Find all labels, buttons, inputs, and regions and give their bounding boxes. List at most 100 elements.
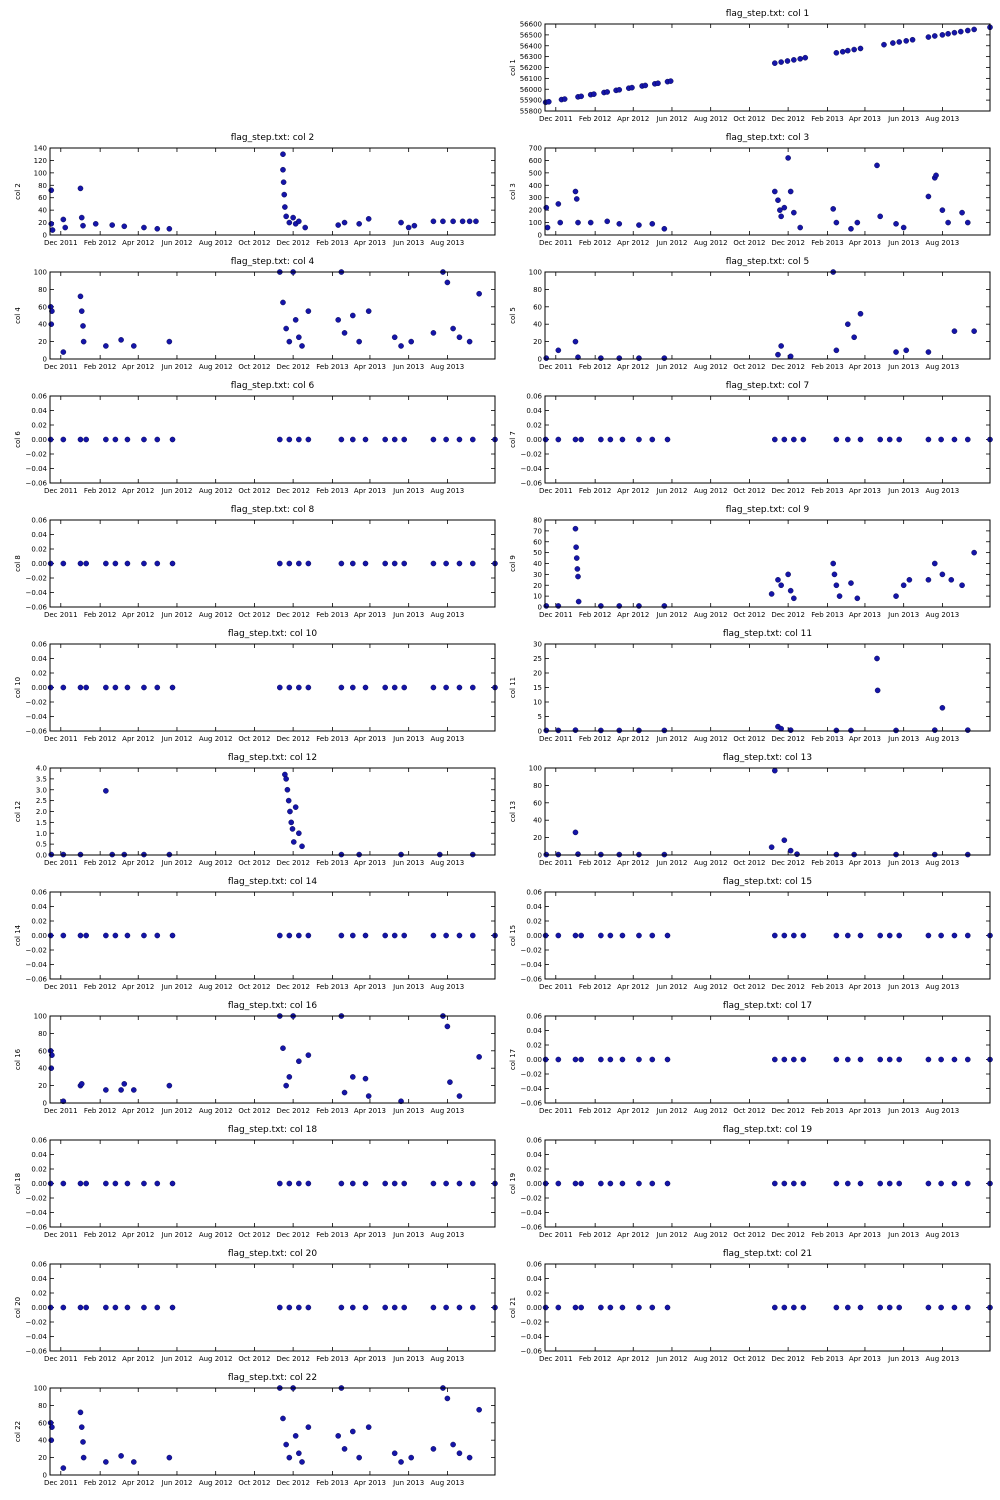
x-tick-label: Apr 2013: [354, 983, 386, 991]
x-tick-label: Apr 2012: [122, 1231, 154, 1239]
x-tick-label: Aug 2013: [926, 859, 960, 867]
data-point: [443, 684, 449, 691]
data-point: [277, 1180, 283, 1187]
data-point: [277, 560, 283, 567]
data-point: [787, 188, 794, 195]
y-tick-label: 55900: [520, 97, 542, 105]
plot-frame: [544, 1015, 991, 1104]
data-point: [661, 225, 668, 232]
data-point: [365, 1093, 372, 1099]
data-point: [598, 932, 604, 939]
x-tick-label: Feb 2013: [811, 239, 843, 247]
data-point: [335, 222, 342, 228]
y-tick-label: 3.5: [36, 775, 47, 783]
data-point: [616, 86, 623, 93]
data-point: [661, 727, 668, 734]
data-point: [857, 1180, 864, 1187]
x-tick-label: Oct 2012: [733, 859, 765, 867]
data-point: [341, 1446, 348, 1452]
data-point: [60, 349, 67, 355]
plot-frame: [49, 1387, 496, 1476]
x-tick-label: Aug 2013: [431, 859, 465, 867]
chart-panel-c9: flag_step.txt: col 9 col 9 0 10 20 30 40 50 60 70…: [509, 505, 991, 619]
x-tick-label: Apr 2012: [617, 363, 649, 371]
x-tick-label: Jun 2013: [887, 115, 919, 123]
data-point: [391, 1304, 398, 1311]
data-point: [411, 222, 418, 229]
data-point: [661, 603, 668, 609]
y-tick-label: 0.04: [31, 655, 47, 663]
data-point: [831, 571, 838, 578]
y-axis-label: col 11: [509, 677, 517, 698]
data-point: [578, 1180, 584, 1187]
data-point: [886, 1180, 893, 1187]
data-point: [848, 225, 854, 232]
data-point: [382, 560, 388, 567]
x-tick-label: Oct 2012: [733, 487, 765, 495]
x-tick-label: Dec 2012: [276, 487, 310, 495]
data-point: [791, 595, 797, 602]
x-tick-label: Aug 2012: [694, 735, 728, 743]
data-point: [893, 221, 899, 227]
x-tick-label: Jun 2012: [160, 735, 192, 743]
y-tick-label: −0.02: [26, 1195, 47, 1203]
y-tick-label: 500: [529, 169, 542, 177]
x-tick-label: Jun 2013: [887, 363, 919, 371]
data-point: [572, 525, 579, 532]
data-point: [925, 436, 932, 443]
plot-frame: [544, 519, 991, 608]
data-point: [636, 355, 642, 361]
data-point: [430, 1180, 437, 1187]
x-tick-label: Feb 2012: [84, 1355, 116, 1363]
x-tick-label: Apr 2013: [354, 1107, 386, 1115]
y-tick-label: −0.04: [26, 465, 48, 473]
data-point: [83, 436, 89, 443]
data-point: [800, 932, 807, 939]
data-point: [636, 727, 642, 734]
data-point: [49, 1424, 55, 1430]
x-tick-label: Apr 2013: [354, 1231, 386, 1239]
data-point: [572, 188, 579, 195]
plot-frame: [544, 147, 991, 236]
chart-panel-c5: flag_step.txt: col 5 col 5 0 20 40 60 80 100 Dec…: [509, 257, 991, 371]
data-point: [598, 603, 604, 609]
chart-title: flag_step.txt: col 21: [723, 1249, 812, 1259]
chart-title: flag_step.txt: col 10: [228, 629, 318, 639]
data-point: [874, 162, 880, 169]
y-tick-label: 0.06: [31, 1261, 47, 1269]
data-point: [83, 1180, 89, 1187]
data-point: [857, 1304, 864, 1311]
y-tick-label: 1.5: [36, 819, 47, 827]
x-tick-label: Dec 2011: [44, 1231, 78, 1239]
data-point: [440, 218, 446, 225]
data-point: [830, 560, 837, 567]
x-tick-label: Feb 2013: [316, 487, 348, 495]
data-point: [578, 436, 584, 443]
y-tick-label: 60: [533, 799, 542, 807]
data-point: [280, 166, 286, 173]
x-tick-label: Aug 2012: [694, 611, 728, 619]
y-tick-label: 100: [529, 219, 542, 227]
data-point: [103, 343, 109, 349]
data-point: [664, 1056, 671, 1063]
data-point: [60, 436, 67, 443]
data-point: [286, 1304, 293, 1311]
x-tick-label: Aug 2013: [431, 363, 465, 371]
data-point: [578, 932, 584, 939]
x-tick-label: Jun 2013: [887, 735, 919, 743]
data-point: [607, 1180, 614, 1187]
data-point: [598, 1304, 604, 1311]
data-point: [283, 776, 289, 782]
y-tick-label: 0.00: [31, 684, 47, 692]
x-tick-label: Apr 2012: [122, 611, 154, 619]
data-point: [469, 1304, 476, 1311]
data-point: [591, 91, 597, 97]
data-point: [141, 1180, 147, 1187]
y-axis-label: col 15: [509, 925, 517, 946]
y-axis-label: col 20: [14, 1297, 22, 1318]
x-tick-label: Jun 2013: [887, 859, 919, 867]
data-point: [444, 1395, 451, 1402]
data-point: [77, 1180, 84, 1187]
data-point: [964, 1180, 971, 1187]
data-point: [543, 204, 550, 211]
